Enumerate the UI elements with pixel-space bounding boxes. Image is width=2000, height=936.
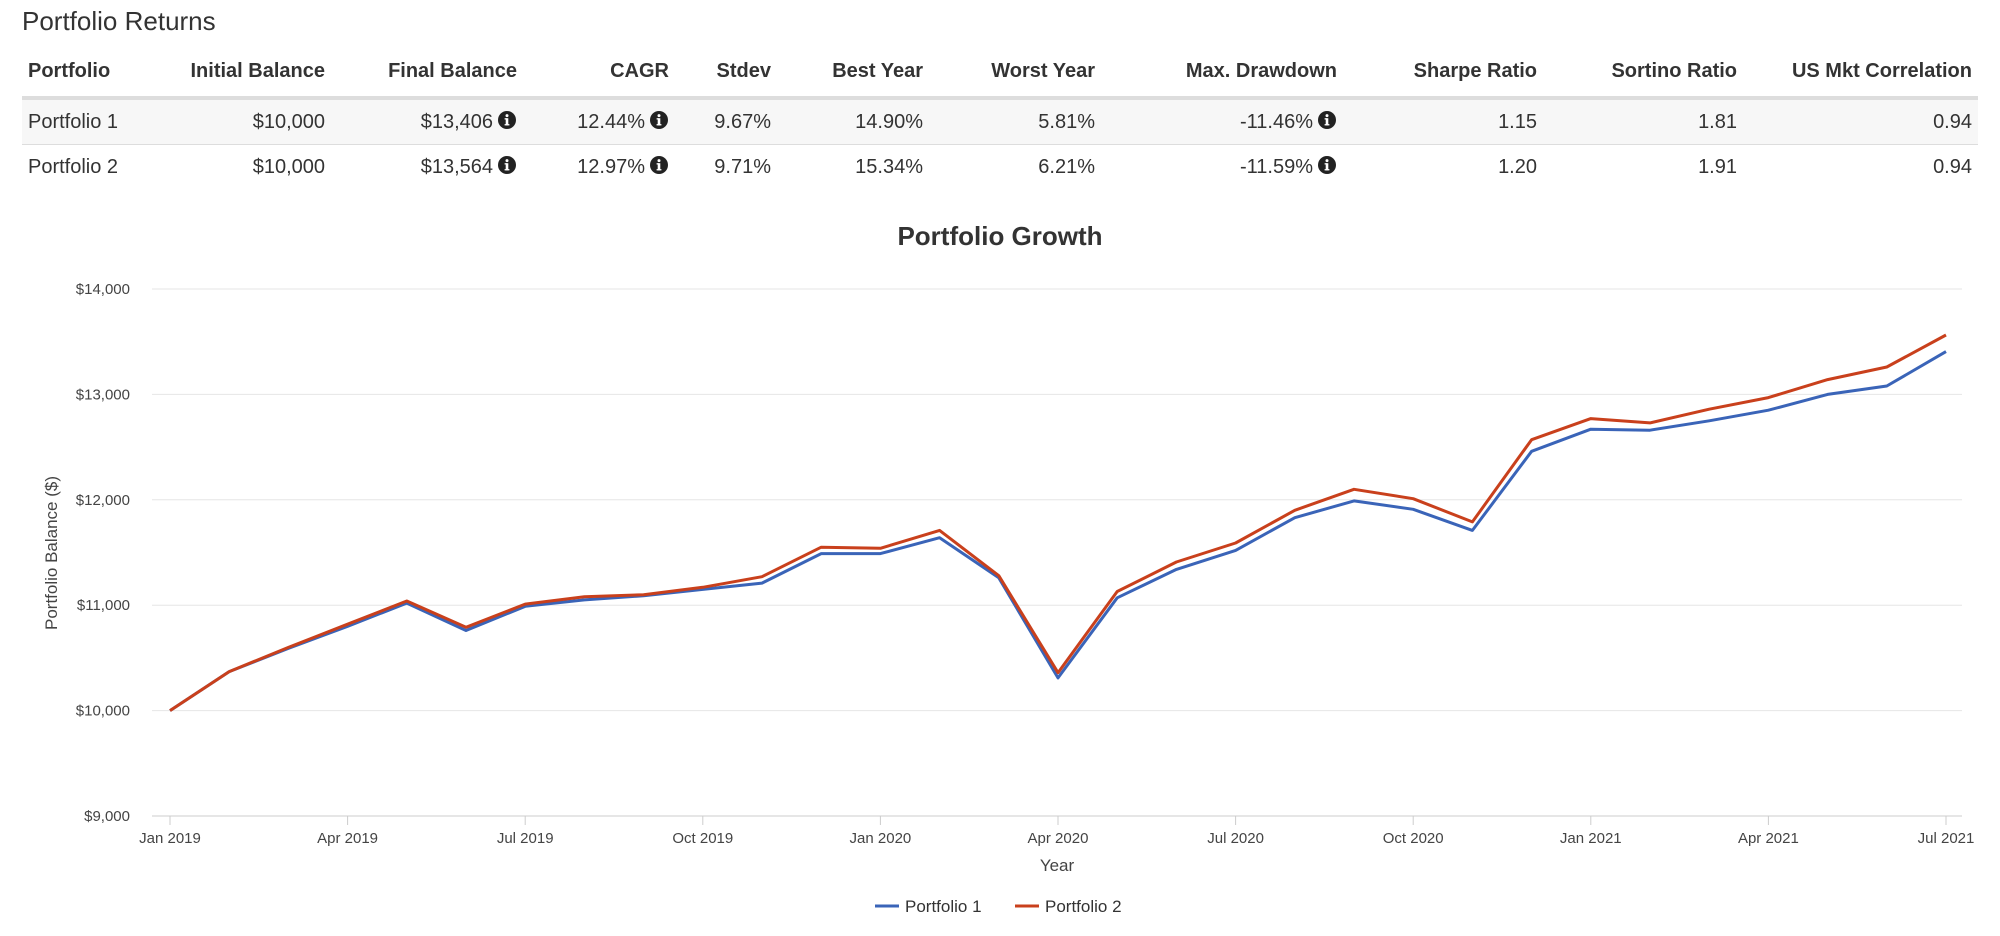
series-line[interactable] [169, 350, 1947, 712]
table-cell: 1.81 [1543, 98, 1743, 145]
info-circle-icon[interactable] [1317, 155, 1337, 175]
y-axis-label: Portfolio Balance ($) [42, 476, 61, 630]
column-header[interactable]: Final Balance [331, 56, 523, 100]
x-tick-label: Jul 2021 [1918, 830, 1975, 847]
column-header[interactable]: CAGR [523, 56, 675, 100]
column-header[interactable]: Sortino Ratio [1543, 56, 1743, 100]
series-lines [169, 333, 1947, 712]
table-cell: 9.71% [714, 155, 771, 178]
x-tick-label: Apr 2021 [1738, 830, 1799, 847]
column-header[interactable]: Sharpe Ratio [1343, 56, 1543, 100]
y-tick-label: $9,000 [84, 808, 130, 825]
chart-title: Portfolio Growth [897, 221, 1102, 251]
column-header[interactable]: Max. Drawdown [1101, 56, 1343, 100]
legend-item[interactable]: Portfolio 2 [1045, 897, 1122, 916]
y-axis-ticks: $9,000 $10,000 $11,000 $12,000 $13,000 $14,00… [76, 281, 130, 825]
info-circle-icon[interactable] [649, 155, 669, 175]
x-tick-label: Jan 2019 [139, 830, 201, 847]
cell-value: -11.46% [1239, 111, 1313, 133]
table-cell: $13,564 [331, 145, 523, 190]
x-tick-label: Jul 2019 [497, 830, 554, 847]
portfolio-returns-table: Portfolio Initial Balance Final Balance … [22, 56, 1978, 189]
x-tick-label: Jan 2020 [850, 830, 912, 847]
table-cell: $10,000 [252, 155, 325, 178]
table-cell: $10,000 [174, 98, 331, 145]
cell-value: 12.44% [577, 111, 645, 133]
x-tick-label: Jul 2020 [1207, 830, 1264, 847]
column-header[interactable]: Stdev [675, 56, 777, 100]
table-cell: 5.81% [929, 98, 1101, 145]
table-cell: 1.91 [1698, 155, 1737, 178]
table-cell: 12.97% [523, 145, 675, 190]
x-axis-label: Year [1040, 856, 1075, 875]
y-tick-label: $14,000 [76, 281, 130, 298]
column-header[interactable]: Worst Year [929, 56, 1101, 100]
table-cell: 15.34% [855, 155, 923, 178]
series-line[interactable] [169, 333, 1947, 712]
y-tick-label: $10,000 [76, 703, 130, 720]
x-tick-label: Oct 2019 [672, 830, 733, 847]
legend-item[interactable]: Portfolio 1 [905, 897, 982, 916]
table-cell: $13,406 [331, 98, 523, 145]
column-header[interactable]: Portfolio [22, 56, 174, 100]
table-row: Portfolio 2 $10,000 $13,564 12.97% 9.71%… [22, 145, 1978, 190]
table-cell: 14.90% [777, 98, 929, 145]
table-cell: 0.94 [1933, 155, 1972, 178]
table-cell: 12.44% [523, 98, 675, 145]
table-cell: 1.15 [1343, 98, 1543, 145]
cell-value: $13,406 [420, 111, 493, 133]
table-cell: 9.67% [675, 98, 777, 145]
info-circle-icon[interactable] [1317, 110, 1337, 130]
section-title: Portfolio Returns [22, 6, 216, 36]
legend: Portfolio 1 Portfolio 2 [875, 897, 1122, 916]
table-row: Portfolio 1 $10,000 $13,406 12.44% 9.67%… [22, 98, 1978, 145]
x-tick-label: Jan 2021 [1560, 830, 1622, 847]
info-circle-icon[interactable] [497, 110, 517, 130]
grid-lines [152, 288, 1962, 817]
column-header[interactable]: US Mkt Correlation [1743, 56, 1978, 100]
x-tick-label: Apr 2019 [317, 830, 378, 847]
table-cell: 1.20 [1498, 155, 1537, 178]
portfolio-growth-chart: Portfolio Growth $9,000 $10,000 $11,000 $12… [42, 221, 1974, 916]
table-cell: 0.94 [1743, 98, 1978, 145]
y-tick-label: $12,000 [76, 492, 130, 509]
x-axis-ticks: Jan 2019 Apr 2019 Jul 2019 Oct 2019 Jan 2020… [139, 816, 1974, 847]
info-circle-icon[interactable] [649, 110, 669, 130]
column-header[interactable]: Best Year [777, 56, 929, 100]
table-cell: -11.59% [1101, 145, 1343, 190]
table-cell: Portfolio 1 [22, 98, 174, 145]
table-cell: -11.46% [1101, 98, 1343, 145]
cell-value: $13,564 [420, 156, 493, 178]
x-tick-label: Apr 2020 [1028, 830, 1089, 847]
column-header[interactable]: Initial Balance [174, 56, 331, 100]
info-circle-icon[interactable] [497, 155, 517, 175]
cell-value: -11.59% [1239, 156, 1313, 178]
table-cell: Portfolio 2 [28, 155, 119, 178]
cell-value: 12.97% [577, 156, 645, 178]
table-cell: 6.21% [1038, 155, 1095, 178]
y-tick-label: $11,000 [77, 597, 130, 614]
table-header-row: Portfolio Initial Balance Final Balance … [22, 56, 1978, 100]
x-tick-label: Oct 2020 [1383, 830, 1444, 847]
y-tick-label: $13,000 [76, 386, 130, 403]
